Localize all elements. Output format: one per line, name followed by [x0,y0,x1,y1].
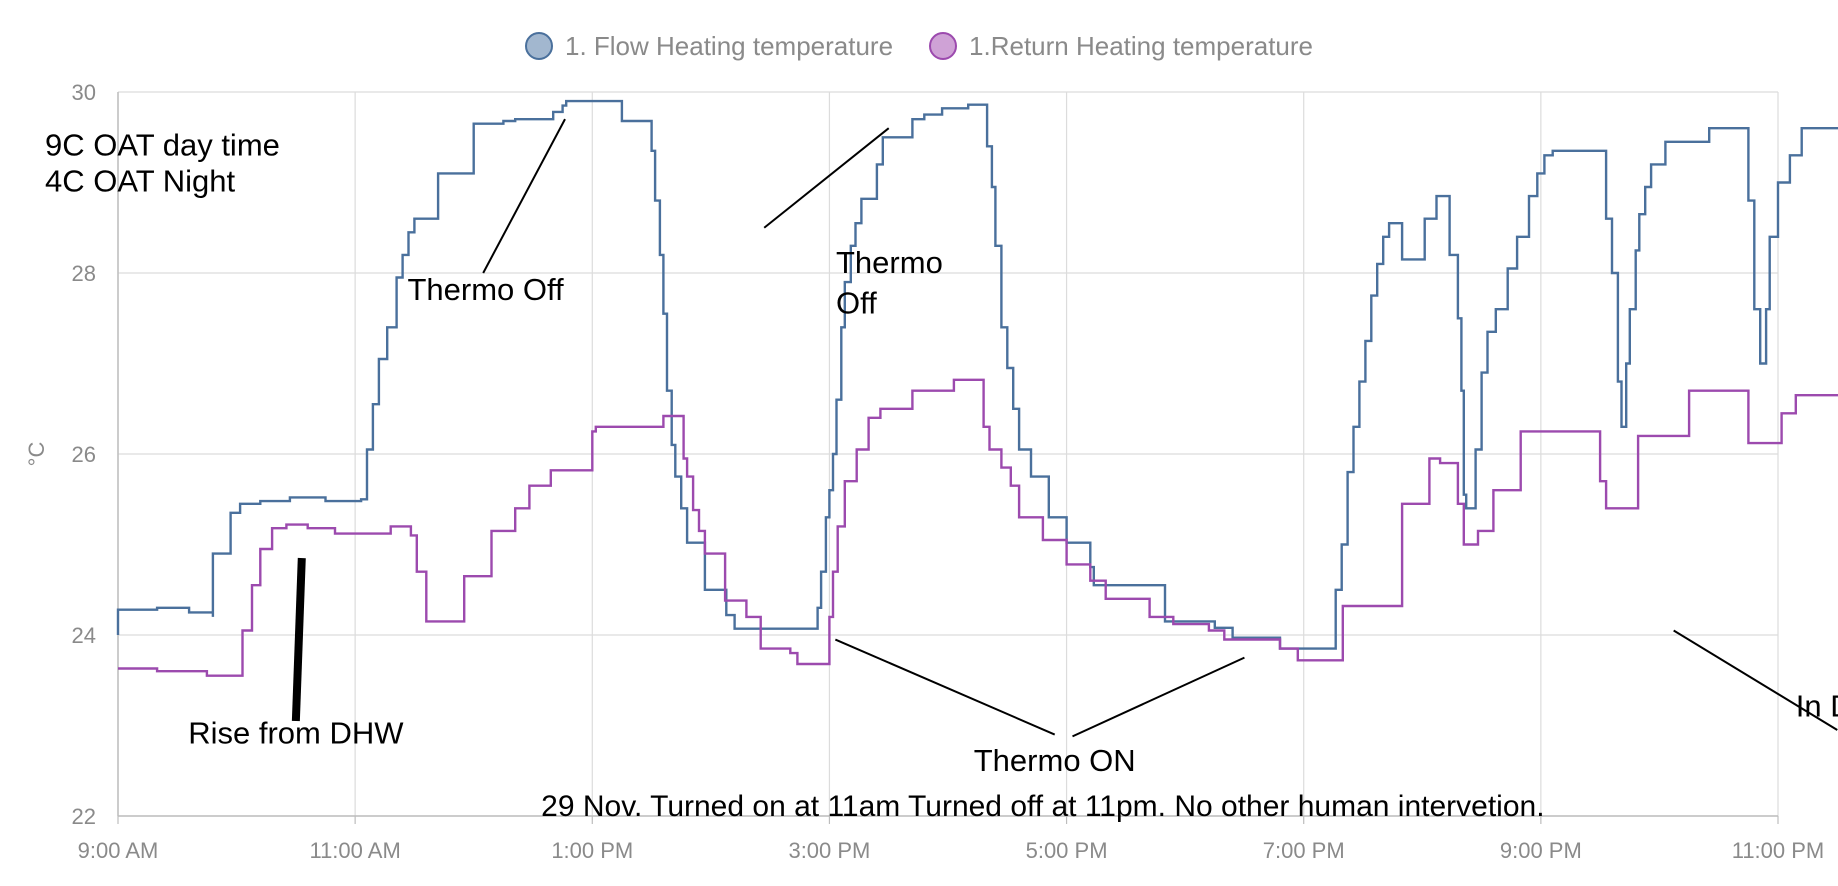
annotation-2: Thermo Off [407,272,564,307]
annotation-leader-4 [1072,656,1245,738]
annotation-leader-5 [1673,629,1838,731]
legend-label-flow: 1. Flow Heating temperature [564,30,894,61]
annotation-4: Off [836,286,877,321]
annotation-7: In Defrost Mode [1796,688,1838,723]
legend-swatch-return [929,32,958,60]
y-tick-label-2: 26 [72,442,96,467]
legend-label-return: 1.Return Heating temperature [969,30,1313,61]
y-tick-label-3: 28 [72,261,96,286]
annotation-1: 4C OAT Night [45,164,235,199]
annotation-0: 9C OAT day time [45,127,280,162]
legend: 1. Flow Heating temperature 1.Return Hea… [0,26,1838,66]
x-tick-label-4: 5:00 PM [1026,838,1108,863]
x-tick-label-6: 9:00 PM [1500,838,1582,863]
annotation-leader-1 [763,127,890,229]
y-tick-label-4: 30 [72,80,96,105]
x-tick-label-0: 9:00 AM [78,838,159,863]
annotation-leader-2 [291,557,306,722]
annotation-5: Rise from DHW [188,716,404,751]
series-lines [116,99,1838,677]
x-tick-label-7: 11:00 PM [1732,838,1825,863]
series-line-0 [116,99,1838,650]
annotation-leader-0 [482,118,566,274]
x-tick-label-5: 7:00 PM [1263,838,1345,863]
annotation-leaders [291,118,1838,738]
annotation-6: Thermo ON [974,743,1136,778]
x-tick-labels: 9:00 AM 11:00 AM 1:00 PM 3:00 PM 5:00 PM 7:00… [78,838,1825,863]
x-tick-label-1: 11:00 AM [309,838,400,863]
y-axis-label: °C [24,442,49,467]
y-tick-labels: 22 24 26 28 30 [72,80,96,829]
y-tick-label-1: 24 [72,623,96,648]
legend-item-return[interactable]: 1.Return Heating temperature [929,31,1313,62]
annotation-3: Thermo [836,245,943,280]
x-tick-label-3: 3:00 PM [788,838,870,863]
annotation-8: 29 Nov. Turned on at 11am Turned off at … [541,790,1544,823]
series-line-1 [118,378,1838,677]
legend-swatch-flow [524,32,553,60]
grid [117,91,1779,824]
legend-item-flow[interactable]: 1. Flow Heating temperature [524,30,894,62]
annotation-leader-3 [834,638,1056,736]
x-tick-label-2: 1:00 PM [551,838,633,863]
y-tick-label-0: 22 [72,804,96,829]
